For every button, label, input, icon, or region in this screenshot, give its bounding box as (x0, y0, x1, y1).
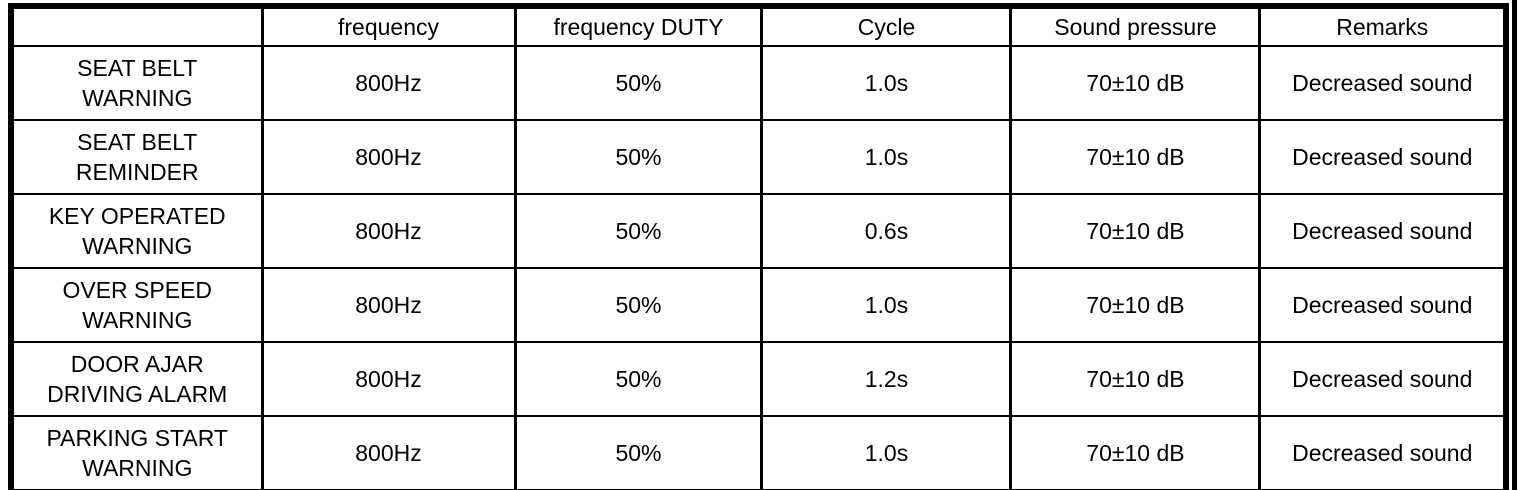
duty-cell: 50% (513, 119, 764, 195)
row-label-cell: KEY OPERATED WARNING (9, 193, 264, 269)
row-label-cell: OVER SPEED WARNING (9, 267, 264, 343)
column-header-sound-pressure: Sound pressure (1009, 5, 1262, 47)
table-row-parking-start-warning: PARKING START WARNING 800Hz 50% 1.0s 70±… (9, 415, 1508, 490)
duty-cell: 50% (513, 193, 764, 269)
remarks-cell: Decreased sound (1258, 45, 1508, 121)
duty-cell: 50% (513, 415, 764, 490)
column-header-blank (9, 5, 264, 47)
page-frame-right-bar (1512, 0, 1517, 490)
row-label-cell: SEAT BELT WARNING (9, 45, 264, 121)
table-row-seat-belt-warning: SEAT BELT WARNING 800Hz 50% 1.0s 70±10 d… (9, 45, 1508, 121)
column-header-cycle: Cycle (760, 5, 1013, 47)
duty-cell: 50% (513, 341, 764, 417)
frequency-cell: 800Hz (260, 193, 517, 269)
sound-pressure-cell: 70±10 dB (1009, 119, 1262, 195)
sound-pressure-cell: 70±10 dB (1009, 45, 1262, 121)
frequency-cell: 800Hz (260, 415, 517, 490)
frequency-cell: 800Hz (260, 341, 517, 417)
table-row-over-speed-warning: OVER SPEED WARNING 800Hz 50% 1.0s 70±10 … (9, 267, 1508, 343)
duty-cell: 50% (513, 45, 764, 121)
warning-sound-spec-table: frequency frequency DUTY Cycle Sound pre… (8, 3, 1509, 490)
duty-cell: 50% (513, 267, 764, 343)
remarks-cell: Decreased sound (1258, 119, 1508, 195)
column-header-remarks: Remarks (1258, 5, 1508, 47)
cycle-cell: 1.0s (760, 119, 1013, 195)
cycle-cell: 1.0s (760, 267, 1013, 343)
sound-pressure-cell: 70±10 dB (1009, 193, 1262, 269)
table-row-key-operated-warning: KEY OPERATED WARNING 800Hz 50% 0.6s 70±1… (9, 193, 1508, 269)
header-row: frequency frequency DUTY Cycle Sound pre… (9, 5, 1508, 47)
row-label-cell: SEAT BELT REMINDER (9, 119, 264, 195)
column-header-frequency: frequency (260, 5, 517, 47)
remarks-cell: Decreased sound (1258, 341, 1508, 417)
row-label-cell: PARKING START WARNING (9, 415, 264, 490)
column-header-frequency-duty: frequency DUTY (513, 5, 764, 47)
sound-pressure-cell: 70±10 dB (1009, 341, 1262, 417)
sound-pressure-cell: 70±10 dB (1009, 415, 1262, 490)
remarks-cell: Decreased sound (1258, 415, 1508, 490)
remarks-cell: Decreased sound (1258, 267, 1508, 343)
frequency-cell: 800Hz (260, 119, 517, 195)
remarks-cell: Decreased sound (1258, 193, 1508, 269)
cycle-cell: 1.0s (760, 415, 1013, 490)
cycle-cell: 1.0s (760, 45, 1013, 121)
table-row-door-ajar-driving-alarm: DOOR AJAR DRIVING ALARM 800Hz 50% 1.2s 7… (9, 341, 1508, 417)
frequency-cell: 800Hz (260, 45, 517, 121)
row-label-cell: DOOR AJAR DRIVING ALARM (9, 341, 264, 417)
cycle-cell: 1.2s (760, 341, 1013, 417)
sound-pressure-cell: 70±10 dB (1009, 267, 1262, 343)
table-row-seat-belt-reminder: SEAT BELT REMINDER 800Hz 50% 1.0s 70±10 … (9, 119, 1508, 195)
cycle-cell: 0.6s (760, 193, 1013, 269)
frequency-cell: 800Hz (260, 267, 517, 343)
